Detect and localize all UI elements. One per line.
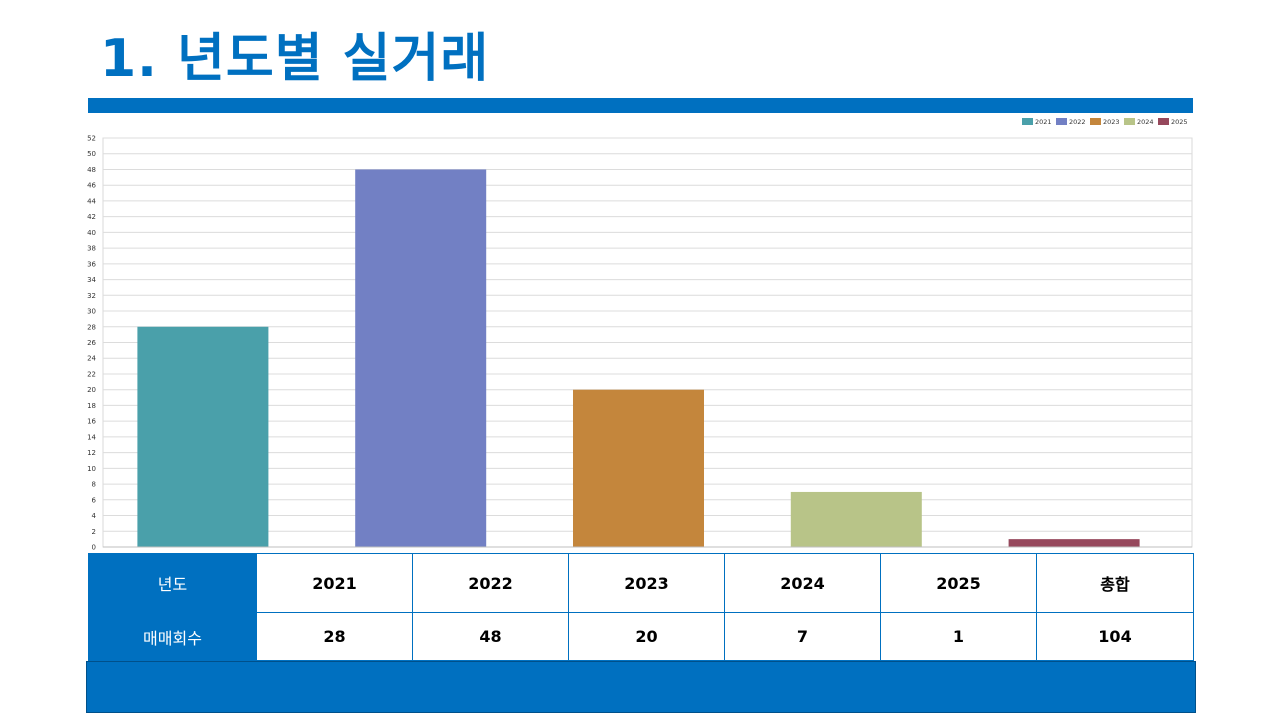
y-tick-label: 6 bbox=[92, 496, 97, 504]
y-tick-label: 52 bbox=[87, 135, 96, 143]
table-cell-year: 2021 bbox=[256, 553, 413, 613]
table-cell-count: 48 bbox=[412, 612, 569, 661]
y-tick-label: 24 bbox=[87, 355, 96, 363]
y-tick-label: 28 bbox=[87, 323, 96, 331]
table-cell-count: 1 bbox=[880, 612, 1037, 661]
table-cell-total-value: 104 bbox=[1036, 612, 1194, 661]
y-tick-label: 34 bbox=[87, 276, 96, 284]
y-tick-label: 22 bbox=[87, 370, 96, 378]
title-underline-bar bbox=[88, 98, 1193, 113]
y-tick-label: 48 bbox=[87, 166, 96, 174]
bar-2023 bbox=[573, 389, 704, 547]
table-cell-year: 2024 bbox=[724, 553, 881, 613]
legend-swatch-2021 bbox=[1022, 118, 1033, 125]
bar-2021 bbox=[137, 326, 269, 547]
y-tick-label: 10 bbox=[87, 465, 96, 473]
legend-label: 2021 bbox=[1035, 118, 1052, 126]
legend-swatch-2025 bbox=[1158, 118, 1169, 125]
y-tick-label: 8 bbox=[92, 481, 96, 489]
y-tick-label: 32 bbox=[87, 292, 96, 300]
y-tick-label: 20 bbox=[87, 386, 96, 394]
footer-bar bbox=[86, 661, 1196, 713]
y-tick-label: 36 bbox=[87, 260, 96, 268]
y-tick-label: 42 bbox=[87, 213, 96, 221]
legend-label: 2025 bbox=[1171, 118, 1188, 126]
table-cell-count: 28 bbox=[256, 612, 413, 661]
y-tick-label: 14 bbox=[87, 433, 96, 441]
y-tick-label: 38 bbox=[87, 245, 96, 253]
y-tick-label: 18 bbox=[87, 402, 96, 410]
y-tick-label: 44 bbox=[87, 197, 96, 205]
table-cell-year: 2022 bbox=[412, 553, 569, 613]
page-title: 1. 년도별 실거래 bbox=[100, 29, 490, 89]
table-cell-total-label: 총합 bbox=[1036, 553, 1194, 613]
table-header-count: 매매회수 bbox=[88, 612, 257, 661]
legend-swatch-2024 bbox=[1124, 118, 1135, 125]
bar-chart: 0246810121416182022242628303234363840424… bbox=[87, 118, 1193, 552]
legend-swatch-2022 bbox=[1056, 118, 1067, 125]
y-tick-label: 0 bbox=[92, 544, 96, 552]
table-cell-count: 7 bbox=[724, 612, 881, 661]
table-cell-year: 2025 bbox=[880, 553, 1037, 613]
bar-2022 bbox=[355, 169, 487, 547]
table-row-year: 년도 2021 2022 2023 2024 2025 총합 bbox=[88, 553, 1194, 613]
y-tick-label: 2 bbox=[92, 528, 96, 536]
bar-2024 bbox=[790, 491, 922, 547]
legend-label: 2022 bbox=[1069, 118, 1086, 126]
table-cell-count: 20 bbox=[568, 612, 725, 661]
table-header-year: 년도 bbox=[88, 553, 257, 613]
y-tick-label: 40 bbox=[87, 229, 96, 237]
y-tick-label: 46 bbox=[87, 182, 96, 190]
bar-2025 bbox=[1008, 539, 1140, 547]
table-row-count: 매매회수 28 48 20 7 1 104 bbox=[88, 612, 1194, 661]
y-tick-label: 16 bbox=[87, 418, 96, 426]
legend-label: 2024 bbox=[1137, 118, 1154, 126]
y-tick-label: 50 bbox=[87, 150, 96, 158]
summary-table: 년도 2021 2022 2023 2024 2025 총합 매매회수 28 4… bbox=[88, 553, 1194, 661]
y-tick-label: 12 bbox=[87, 449, 96, 457]
legend-swatch-2023 bbox=[1090, 118, 1101, 125]
legend-label: 2023 bbox=[1103, 118, 1120, 126]
y-tick-label: 26 bbox=[87, 339, 96, 347]
y-tick-label: 30 bbox=[87, 308, 96, 316]
table-cell-year: 2023 bbox=[568, 553, 725, 613]
y-tick-label: 4 bbox=[92, 512, 97, 520]
